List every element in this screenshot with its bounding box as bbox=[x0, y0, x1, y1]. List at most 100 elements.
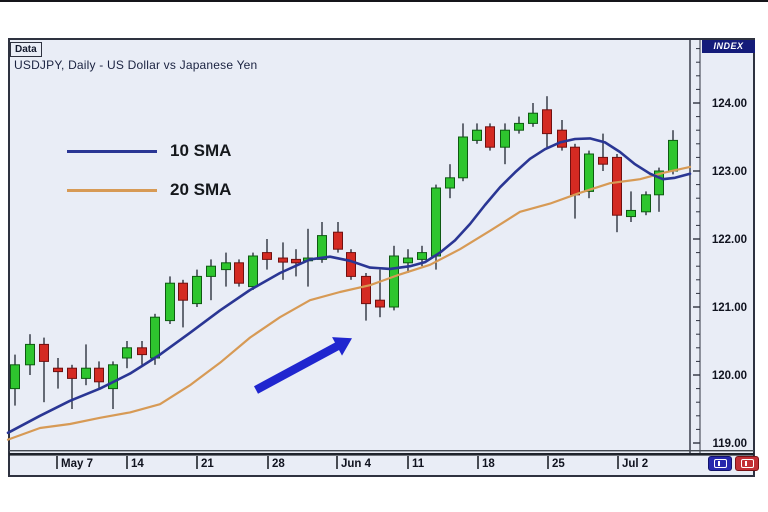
candle-body-down bbox=[361, 275, 371, 305]
candle bbox=[39, 337, 49, 403]
candle bbox=[668, 130, 678, 175]
candle bbox=[458, 123, 468, 182]
x-axis-label: 18 bbox=[482, 458, 495, 470]
candle bbox=[221, 252, 231, 287]
candle bbox=[317, 222, 327, 263]
candle-body-up bbox=[626, 209, 636, 218]
nav-blue-icon bbox=[713, 459, 727, 468]
x-axis: May 7 14 21 28 Jun 4 11 18 25 Jul 2 bbox=[56, 456, 648, 470]
candle-body-down bbox=[375, 299, 385, 308]
x-axis-label: 21 bbox=[201, 458, 214, 470]
candle-body-up bbox=[81, 367, 91, 379]
nav-button-blue[interactable] bbox=[708, 456, 732, 471]
y-axis-label: 124.00 bbox=[712, 98, 747, 110]
candle-body-down bbox=[570, 146, 580, 196]
sma-legend: 10 SMA 20 SMA bbox=[67, 140, 231, 218]
y-axis-label: 120.00 bbox=[712, 370, 747, 382]
candle-body-up bbox=[165, 282, 175, 322]
candle bbox=[485, 123, 495, 151]
index-badge[interactable]: INDEX bbox=[702, 40, 755, 53]
candle bbox=[445, 164, 455, 199]
candle-body-down bbox=[278, 257, 288, 263]
x-axis-label: 25 bbox=[552, 458, 565, 470]
top-border-rule bbox=[0, 0, 768, 2]
candle-body-down bbox=[333, 231, 343, 250]
x-axis-label: 28 bbox=[272, 458, 285, 470]
candle bbox=[108, 361, 118, 409]
candle-body-down bbox=[67, 367, 77, 379]
candle-body-up bbox=[500, 129, 510, 148]
candle bbox=[333, 222, 343, 253]
candle-body-up bbox=[317, 235, 327, 260]
candle-body-up bbox=[25, 343, 35, 366]
candle-body-up bbox=[584, 153, 594, 192]
sma20-line-swatch bbox=[67, 188, 157, 192]
candle-body-down bbox=[137, 347, 147, 356]
candle-body-down bbox=[346, 252, 356, 277]
candle bbox=[10, 354, 20, 406]
candle bbox=[94, 361, 104, 389]
candle-body-up bbox=[403, 257, 413, 264]
candle-body-up bbox=[248, 255, 258, 288]
data-tab[interactable]: Data bbox=[10, 42, 42, 57]
candle-body-up bbox=[122, 347, 132, 359]
candle-body-down bbox=[39, 343, 49, 362]
candle bbox=[626, 191, 636, 222]
candle-body-up bbox=[472, 129, 482, 141]
candle bbox=[375, 269, 385, 318]
x-axis-label: 11 bbox=[412, 458, 425, 470]
candle-body-down bbox=[612, 156, 622, 216]
candle bbox=[528, 103, 538, 127]
candle-body-up bbox=[431, 187, 441, 257]
candle-body-down bbox=[485, 126, 495, 148]
candle bbox=[291, 249, 301, 277]
candle-body-down bbox=[234, 262, 244, 284]
candle-body-up bbox=[641, 194, 651, 213]
candle bbox=[514, 116, 524, 134]
candle bbox=[206, 259, 216, 301]
candle bbox=[500, 123, 510, 165]
y-axis-label: 123.00 bbox=[712, 166, 747, 178]
candle bbox=[81, 344, 91, 386]
candle-body-down bbox=[53, 367, 63, 373]
candle bbox=[165, 276, 175, 324]
candle-body-up bbox=[206, 265, 216, 277]
candle-body-up bbox=[528, 112, 538, 124]
candle-body-up bbox=[221, 262, 231, 271]
candle bbox=[557, 120, 567, 151]
candle bbox=[403, 249, 413, 273]
candle bbox=[472, 123, 482, 144]
candle-body-up bbox=[417, 252, 427, 260]
sma20-label: 20 SMA bbox=[170, 180, 232, 199]
candle-body-up bbox=[150, 316, 160, 359]
trend-arrow bbox=[253, 337, 352, 394]
x-axis-label: Jun 4 bbox=[341, 458, 372, 470]
x-axis-label: Jul 2 bbox=[622, 458, 648, 470]
chart-nav-buttons bbox=[708, 456, 759, 471]
candle bbox=[570, 143, 580, 219]
candle-body-up bbox=[514, 122, 524, 131]
y-axis-label: 119.00 bbox=[712, 438, 747, 450]
candle bbox=[389, 245, 399, 311]
trend-arrow-shaft bbox=[253, 341, 342, 394]
x-axis-upper-rule bbox=[9, 450, 754, 452]
candle bbox=[278, 242, 288, 280]
candle-body-down bbox=[94, 367, 104, 383]
candle bbox=[122, 341, 132, 369]
chart-title: USDJPY, Daily - US Dollar vs Japanese Ye… bbox=[14, 58, 258, 72]
candle-body-up bbox=[10, 364, 20, 390]
candle bbox=[262, 239, 272, 270]
y-axis-label: 122.00 bbox=[712, 234, 747, 246]
candle bbox=[234, 259, 244, 287]
candle-body-up bbox=[458, 136, 468, 179]
trend-arrow-head bbox=[332, 337, 352, 356]
candle bbox=[137, 341, 147, 365]
candle-body-down bbox=[262, 252, 272, 260]
candle-body-down bbox=[542, 109, 552, 135]
nav-red-icon bbox=[740, 459, 754, 468]
candle-body-down bbox=[178, 282, 188, 301]
candle-body-down bbox=[291, 258, 301, 264]
nav-button-red[interactable] bbox=[735, 456, 759, 471]
candle-body-up bbox=[389, 255, 399, 308]
